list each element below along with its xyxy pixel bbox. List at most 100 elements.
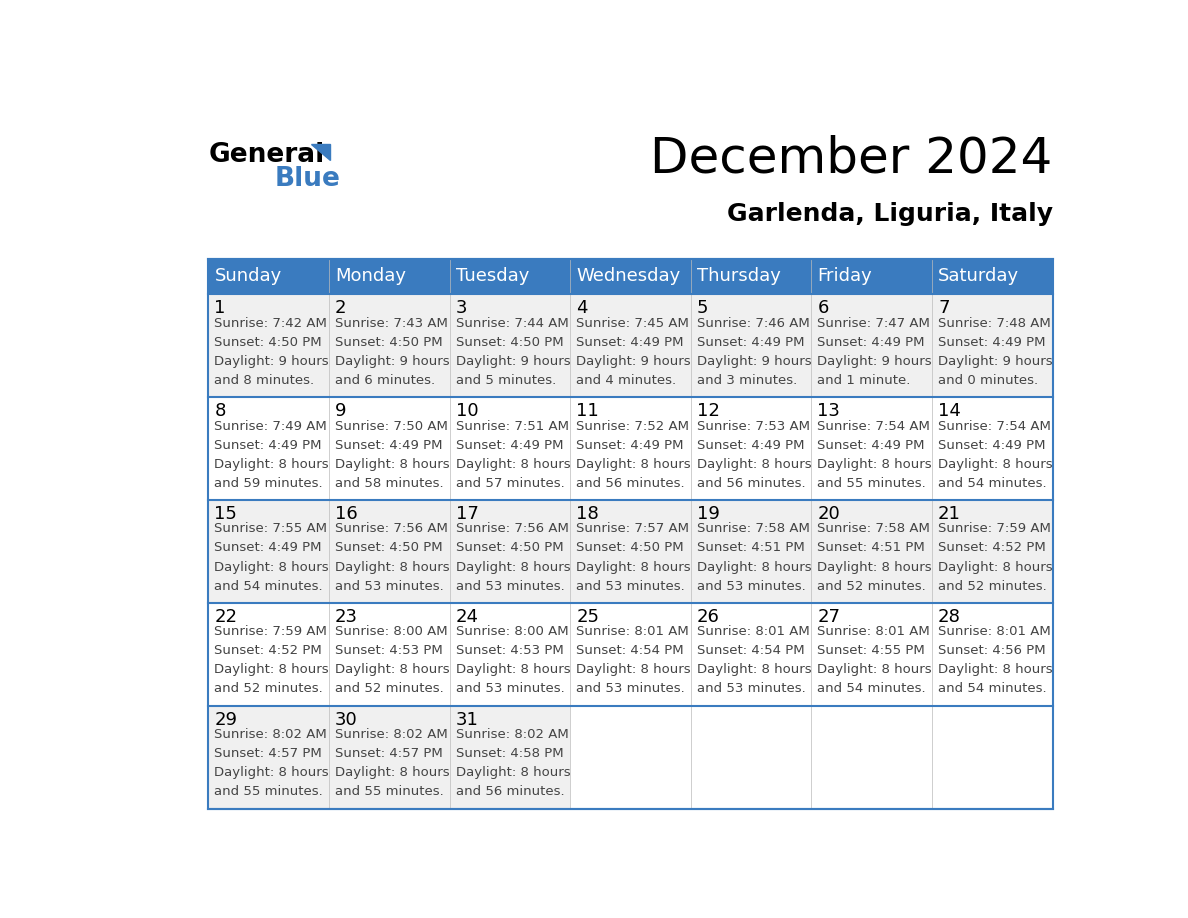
Text: and 52 minutes.: and 52 minutes. bbox=[817, 579, 927, 592]
Text: 7: 7 bbox=[939, 299, 949, 317]
Text: Sunset: 4:52 PM: Sunset: 4:52 PM bbox=[939, 542, 1045, 554]
Text: 4: 4 bbox=[576, 299, 588, 317]
Text: Sunset: 4:49 PM: Sunset: 4:49 PM bbox=[576, 336, 684, 349]
Text: 13: 13 bbox=[817, 402, 840, 420]
Text: Sunrise: 7:49 AM: Sunrise: 7:49 AM bbox=[214, 420, 327, 432]
Text: Sunset: 4:49 PM: Sunset: 4:49 PM bbox=[576, 439, 684, 452]
Text: Sunset: 4:49 PM: Sunset: 4:49 PM bbox=[939, 336, 1045, 349]
Text: General: General bbox=[208, 142, 324, 168]
Text: 10: 10 bbox=[456, 402, 479, 420]
Text: Daylight: 8 hours: Daylight: 8 hours bbox=[576, 664, 691, 677]
Text: Sunrise: 7:55 AM: Sunrise: 7:55 AM bbox=[214, 522, 328, 535]
Text: 5: 5 bbox=[697, 299, 708, 317]
Bar bbox=[329, 603, 449, 706]
Bar bbox=[449, 499, 570, 603]
Text: and 53 minutes.: and 53 minutes. bbox=[576, 579, 685, 592]
Text: Blue: Blue bbox=[274, 166, 341, 192]
Text: Sunrise: 8:00 AM: Sunrise: 8:00 AM bbox=[335, 625, 448, 638]
Bar bbox=[933, 294, 1053, 397]
Bar bbox=[329, 499, 449, 603]
Bar bbox=[811, 706, 933, 809]
Text: and 52 minutes.: and 52 minutes. bbox=[335, 682, 444, 696]
Text: Daylight: 8 hours: Daylight: 8 hours bbox=[939, 457, 1053, 471]
Text: and 55 minutes.: and 55 minutes. bbox=[214, 786, 323, 799]
Text: Daylight: 9 hours: Daylight: 9 hours bbox=[456, 354, 570, 368]
Text: and 53 minutes.: and 53 minutes. bbox=[456, 682, 564, 696]
Text: and 8 minutes.: and 8 minutes. bbox=[214, 374, 315, 386]
Text: Daylight: 8 hours: Daylight: 8 hours bbox=[817, 457, 933, 471]
Text: and 56 minutes.: and 56 minutes. bbox=[456, 786, 564, 799]
Text: Sunset: 4:51 PM: Sunset: 4:51 PM bbox=[697, 542, 804, 554]
Text: Thursday: Thursday bbox=[697, 267, 781, 285]
Bar bbox=[933, 499, 1053, 603]
Text: 2: 2 bbox=[335, 299, 347, 317]
Text: 15: 15 bbox=[214, 505, 238, 523]
Text: Sunset: 4:53 PM: Sunset: 4:53 PM bbox=[456, 644, 563, 657]
Text: Daylight: 8 hours: Daylight: 8 hours bbox=[456, 664, 570, 677]
Text: Sunset: 4:50 PM: Sunset: 4:50 PM bbox=[576, 542, 684, 554]
Text: Sunset: 4:50 PM: Sunset: 4:50 PM bbox=[214, 336, 322, 349]
Bar bbox=[570, 397, 690, 499]
Text: Daylight: 8 hours: Daylight: 8 hours bbox=[697, 664, 811, 677]
Bar bbox=[208, 706, 329, 809]
Bar bbox=[449, 397, 570, 499]
Text: Monday: Monday bbox=[335, 267, 406, 285]
Text: Sunset: 4:49 PM: Sunset: 4:49 PM bbox=[335, 439, 442, 452]
Text: and 58 minutes.: and 58 minutes. bbox=[335, 476, 443, 489]
Text: Sunset: 4:49 PM: Sunset: 4:49 PM bbox=[214, 542, 322, 554]
Text: Sunrise: 7:46 AM: Sunrise: 7:46 AM bbox=[697, 317, 809, 330]
Bar bbox=[329, 259, 449, 294]
Text: Sunrise: 7:51 AM: Sunrise: 7:51 AM bbox=[456, 420, 569, 432]
Text: 9: 9 bbox=[335, 402, 347, 420]
Text: Sunrise: 7:57 AM: Sunrise: 7:57 AM bbox=[576, 522, 689, 535]
Text: Sunrise: 8:02 AM: Sunrise: 8:02 AM bbox=[214, 728, 327, 741]
Text: and 53 minutes.: and 53 minutes. bbox=[697, 579, 805, 592]
Text: Sunrise: 7:59 AM: Sunrise: 7:59 AM bbox=[214, 625, 327, 638]
Bar bbox=[570, 603, 690, 706]
Bar bbox=[208, 397, 329, 499]
Bar bbox=[208, 603, 329, 706]
Polygon shape bbox=[311, 144, 330, 160]
Text: Sunset: 4:55 PM: Sunset: 4:55 PM bbox=[817, 644, 925, 657]
Text: and 54 minutes.: and 54 minutes. bbox=[214, 579, 323, 592]
Text: Sunset: 4:57 PM: Sunset: 4:57 PM bbox=[335, 747, 443, 760]
Text: and 57 minutes.: and 57 minutes. bbox=[456, 476, 564, 489]
Text: Sunset: 4:49 PM: Sunset: 4:49 PM bbox=[697, 336, 804, 349]
Text: Sunrise: 8:01 AM: Sunrise: 8:01 AM bbox=[697, 625, 809, 638]
Text: Sunrise: 7:56 AM: Sunrise: 7:56 AM bbox=[456, 522, 569, 535]
Text: Sunset: 4:49 PM: Sunset: 4:49 PM bbox=[939, 439, 1045, 452]
Text: 30: 30 bbox=[335, 711, 358, 729]
Text: Sunrise: 8:01 AM: Sunrise: 8:01 AM bbox=[576, 625, 689, 638]
Text: Daylight: 8 hours: Daylight: 8 hours bbox=[335, 457, 449, 471]
Text: Daylight: 8 hours: Daylight: 8 hours bbox=[576, 561, 691, 574]
Text: and 53 minutes.: and 53 minutes. bbox=[335, 579, 444, 592]
Text: 25: 25 bbox=[576, 608, 599, 626]
Text: Daylight: 9 hours: Daylight: 9 hours bbox=[335, 354, 449, 368]
Bar bbox=[811, 397, 933, 499]
Text: Garlenda, Liguria, Italy: Garlenda, Liguria, Italy bbox=[727, 202, 1053, 226]
Bar bbox=[811, 259, 933, 294]
Text: and 52 minutes.: and 52 minutes. bbox=[939, 579, 1047, 592]
Text: Sunset: 4:57 PM: Sunset: 4:57 PM bbox=[214, 747, 322, 760]
Text: Sunrise: 7:42 AM: Sunrise: 7:42 AM bbox=[214, 317, 327, 330]
Text: and 53 minutes.: and 53 minutes. bbox=[697, 682, 805, 696]
Text: Daylight: 8 hours: Daylight: 8 hours bbox=[456, 561, 570, 574]
Text: 19: 19 bbox=[697, 505, 720, 523]
Text: and 59 minutes.: and 59 minutes. bbox=[214, 476, 323, 489]
Text: Sunset: 4:54 PM: Sunset: 4:54 PM bbox=[576, 644, 684, 657]
Bar bbox=[208, 259, 329, 294]
Text: 22: 22 bbox=[214, 608, 238, 626]
Text: and 56 minutes.: and 56 minutes. bbox=[576, 476, 684, 489]
Bar bbox=[208, 259, 1053, 809]
Text: Sunrise: 7:58 AM: Sunrise: 7:58 AM bbox=[697, 522, 810, 535]
Text: Sunset: 4:49 PM: Sunset: 4:49 PM bbox=[817, 439, 925, 452]
Text: and 6 minutes.: and 6 minutes. bbox=[335, 374, 435, 386]
Text: 23: 23 bbox=[335, 608, 358, 626]
Text: and 54 minutes.: and 54 minutes. bbox=[939, 682, 1047, 696]
Text: Sunday: Sunday bbox=[214, 267, 282, 285]
Bar bbox=[933, 397, 1053, 499]
Text: Sunset: 4:49 PM: Sunset: 4:49 PM bbox=[214, 439, 322, 452]
Bar bbox=[329, 706, 449, 809]
Text: Daylight: 8 hours: Daylight: 8 hours bbox=[456, 457, 570, 471]
Text: Daylight: 9 hours: Daylight: 9 hours bbox=[214, 354, 329, 368]
